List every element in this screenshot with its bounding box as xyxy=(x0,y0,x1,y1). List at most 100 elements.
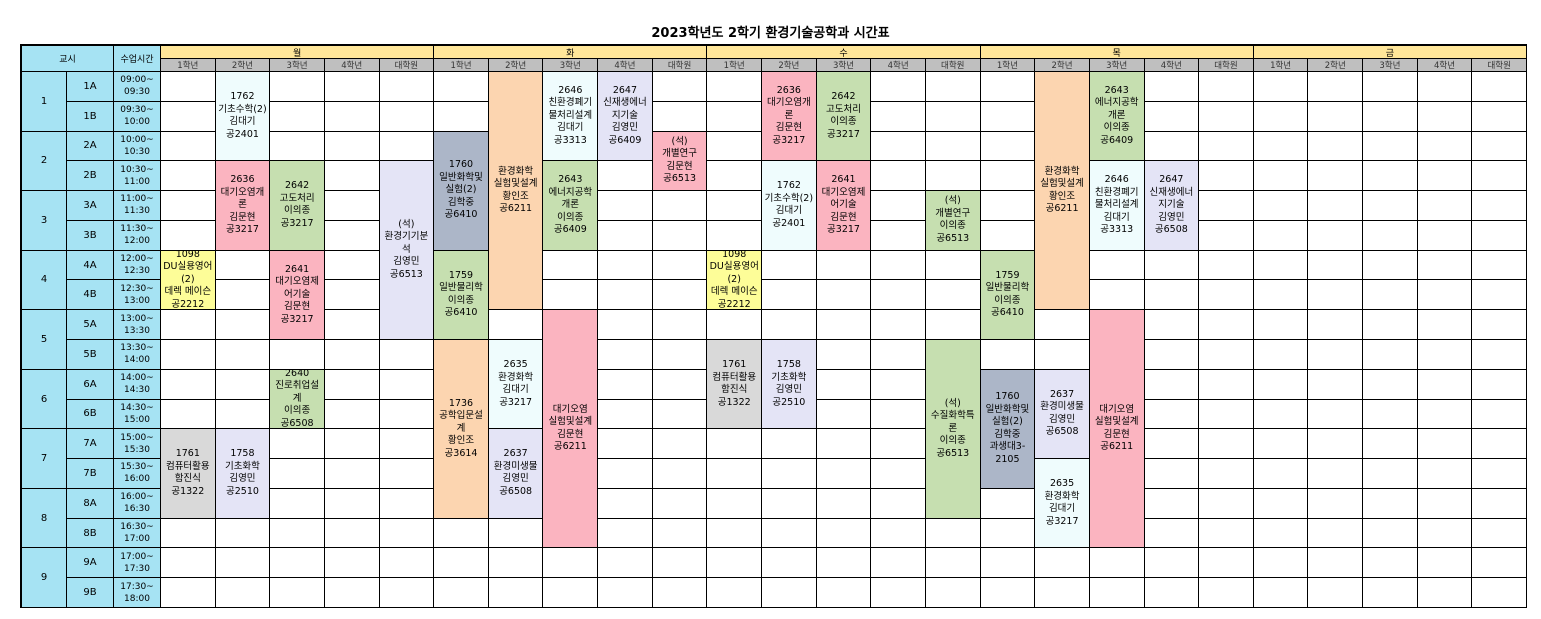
empty-cell[interactable] xyxy=(925,131,981,162)
course-block[interactable]: 1759 일반물리학 이의종 공6410 xyxy=(980,250,1036,340)
empty-cell[interactable] xyxy=(1199,72,1254,102)
course-block[interactable]: 2647 신재생에너지기술 김영민 공6508 xyxy=(1144,161,1200,251)
empty-cell[interactable] xyxy=(652,578,708,608)
empty-cell[interactable] xyxy=(871,340,926,370)
empty-cell[interactable] xyxy=(324,399,380,430)
empty-cell[interactable] xyxy=(598,459,653,489)
course-block[interactable]: 2642 고도처리 이의종 공3217 xyxy=(270,161,325,251)
empty-cell[interactable] xyxy=(1472,399,1527,430)
empty-cell[interactable] xyxy=(1035,578,1090,608)
empty-cell[interactable] xyxy=(1253,220,1309,251)
empty-cell[interactable] xyxy=(871,280,926,311)
empty-cell[interactable] xyxy=(1199,310,1254,340)
empty-cell[interactable] xyxy=(543,548,599,579)
empty-cell[interactable] xyxy=(379,369,435,400)
empty-cell[interactable] xyxy=(1417,101,1473,132)
empty-cell[interactable] xyxy=(1417,191,1473,221)
empty-cell[interactable] xyxy=(1035,310,1090,340)
empty-cell[interactable] xyxy=(598,578,653,608)
empty-cell[interactable] xyxy=(762,310,817,340)
empty-cell[interactable] xyxy=(925,578,981,608)
course-block[interactable]: 1758 기초화학 김영민 공2510 xyxy=(762,340,817,430)
course-block[interactable]: 대기오염 실험및설계 김문현 공6211 xyxy=(543,310,599,549)
empty-cell[interactable] xyxy=(379,518,435,549)
empty-cell[interactable] xyxy=(270,101,325,132)
empty-cell[interactable] xyxy=(762,250,817,281)
empty-cell[interactable] xyxy=(871,399,926,430)
empty-cell[interactable] xyxy=(652,459,708,489)
empty-cell[interactable] xyxy=(980,101,1036,132)
empty-cell[interactable] xyxy=(1308,191,1364,221)
empty-cell[interactable] xyxy=(598,250,653,281)
empty-cell[interactable] xyxy=(1363,191,1418,221)
empty-cell[interactable] xyxy=(1472,280,1527,311)
empty-cell[interactable] xyxy=(816,280,872,311)
empty-cell[interactable] xyxy=(270,488,325,519)
empty-cell[interactable] xyxy=(1308,488,1364,519)
empty-cell[interactable] xyxy=(871,101,926,132)
empty-cell[interactable] xyxy=(1308,280,1364,311)
empty-cell[interactable] xyxy=(762,488,817,519)
empty-cell[interactable] xyxy=(1253,548,1309,579)
empty-cell[interactable] xyxy=(762,459,817,489)
empty-cell[interactable] xyxy=(543,578,599,608)
empty-cell[interactable] xyxy=(1253,101,1309,132)
empty-cell[interactable] xyxy=(1144,488,1200,519)
empty-cell[interactable] xyxy=(324,369,380,400)
empty-cell[interactable] xyxy=(161,310,216,340)
empty-cell[interactable] xyxy=(1253,161,1309,192)
course-block[interactable]: 1761 컴퓨터활용 함진식 공1322 xyxy=(707,340,763,430)
empty-cell[interactable] xyxy=(434,72,489,102)
empty-cell[interactable] xyxy=(816,548,872,579)
empty-cell[interactable] xyxy=(1363,250,1418,281)
empty-cell[interactable] xyxy=(1308,72,1364,102)
empty-cell[interactable] xyxy=(925,280,981,311)
empty-cell[interactable] xyxy=(980,131,1036,162)
empty-cell[interactable] xyxy=(1472,310,1527,340)
empty-cell[interactable] xyxy=(652,369,708,400)
empty-cell[interactable] xyxy=(816,369,872,400)
empty-cell[interactable] xyxy=(1363,429,1418,460)
empty-cell[interactable] xyxy=(1253,518,1309,549)
empty-cell[interactable] xyxy=(270,72,325,102)
empty-cell[interactable] xyxy=(1144,280,1200,311)
empty-cell[interactable] xyxy=(1253,131,1309,162)
empty-cell[interactable] xyxy=(598,518,653,549)
empty-cell[interactable] xyxy=(161,399,216,430)
empty-cell[interactable] xyxy=(1253,369,1309,400)
empty-cell[interactable] xyxy=(652,399,708,430)
empty-cell[interactable] xyxy=(1144,250,1200,281)
empty-cell[interactable] xyxy=(324,518,380,549)
empty-cell[interactable] xyxy=(1199,280,1254,311)
empty-cell[interactable] xyxy=(652,340,708,370)
empty-cell[interactable] xyxy=(707,310,763,340)
empty-cell[interactable] xyxy=(1253,488,1309,519)
empty-cell[interactable] xyxy=(652,101,708,132)
empty-cell[interactable] xyxy=(1253,578,1309,608)
empty-cell[interactable] xyxy=(379,578,435,608)
course-block[interactable]: 1762 기초수학(2) 김대기 공2401 xyxy=(762,161,817,251)
empty-cell[interactable] xyxy=(707,429,763,460)
course-block[interactable]: (석) 개별연구 김문현 공6513 xyxy=(652,131,708,192)
empty-cell[interactable] xyxy=(1199,340,1254,370)
empty-cell[interactable] xyxy=(1363,488,1418,519)
empty-cell[interactable] xyxy=(1144,399,1200,430)
empty-cell[interactable] xyxy=(816,578,872,608)
empty-cell[interactable] xyxy=(324,310,380,340)
empty-cell[interactable] xyxy=(1199,459,1254,489)
empty-cell[interactable] xyxy=(1363,340,1418,370)
empty-cell[interactable] xyxy=(871,220,926,251)
empty-cell[interactable] xyxy=(980,72,1036,102)
empty-cell[interactable] xyxy=(598,488,653,519)
empty-cell[interactable] xyxy=(270,518,325,549)
empty-cell[interactable] xyxy=(1363,548,1418,579)
empty-cell[interactable] xyxy=(652,548,708,579)
empty-cell[interactable] xyxy=(270,131,325,162)
empty-cell[interactable] xyxy=(652,191,708,221)
empty-cell[interactable] xyxy=(1199,488,1254,519)
course-block[interactable]: 2637 환경미생물 김영민 공6508 xyxy=(488,429,544,519)
empty-cell[interactable] xyxy=(161,340,216,370)
empty-cell[interactable] xyxy=(871,131,926,162)
empty-cell[interactable] xyxy=(652,310,708,340)
empty-cell[interactable] xyxy=(1199,369,1254,400)
